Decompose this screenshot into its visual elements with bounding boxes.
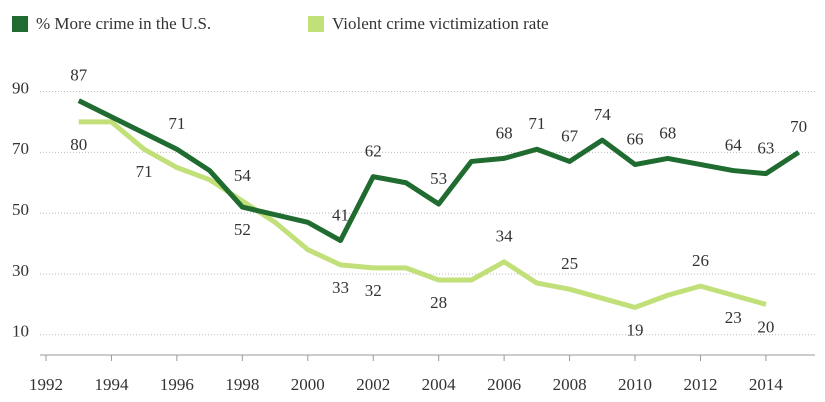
data-label: 66: [627, 129, 644, 148]
x-tick-label: 1992: [29, 375, 63, 394]
data-label: 68: [659, 123, 676, 142]
data-label: 54: [234, 166, 252, 185]
data-label: 67: [561, 126, 579, 145]
data-label: 71: [136, 162, 153, 181]
data-label: 87: [70, 66, 88, 85]
data-label: 71: [528, 114, 545, 133]
x-tick-label: 2006: [487, 375, 521, 394]
y-tick-label: 30: [12, 261, 29, 280]
legend-label: % More crime in the U.S.: [36, 14, 211, 33]
data-label: 23: [725, 308, 742, 327]
y-tick-label: 50: [12, 200, 29, 219]
data-label: 74: [594, 105, 612, 124]
data-label: 32: [365, 281, 382, 300]
data-label: 33: [332, 278, 349, 297]
y-tick-label: 90: [12, 78, 29, 97]
data-label: 28: [430, 293, 447, 312]
data-label: 71: [168, 114, 185, 133]
data-label: 26: [692, 251, 709, 270]
data-label: 80: [70, 135, 87, 154]
x-tick-label: 2008: [553, 375, 587, 394]
x-tick-label: 2012: [683, 375, 717, 394]
y-tick-label: 10: [12, 322, 29, 341]
data-label: 34: [496, 227, 514, 246]
x-tick-label: 1998: [225, 375, 259, 394]
x-tick-label: 2014: [749, 375, 784, 394]
series-line: [77, 98, 801, 244]
data-label: 25: [561, 254, 578, 273]
x-tick-label: 1994: [94, 375, 129, 394]
x-tick-label: 2010: [618, 375, 652, 394]
data-label: 41: [332, 205, 349, 224]
data-label: 63: [757, 139, 774, 158]
legend-swatch: [308, 16, 324, 32]
data-label: 68: [496, 123, 513, 142]
data-label: 20: [757, 317, 774, 336]
data-label: 62: [365, 142, 382, 161]
data-label: 52: [234, 220, 251, 239]
data-label: 70: [790, 117, 807, 136]
data-label: 19: [627, 320, 644, 339]
x-tick-label: 2002: [356, 375, 390, 394]
data-label: 64: [725, 135, 743, 154]
legend-swatch: [12, 16, 28, 32]
x-tick-label: 2004: [422, 375, 457, 394]
data-label: 53: [430, 169, 447, 188]
x-tick-label: 2000: [291, 375, 325, 394]
legend-label: Violent crime victimization rate: [332, 14, 549, 33]
x-tick-label: 1996: [160, 375, 194, 394]
y-tick-label: 70: [12, 139, 29, 158]
series-line: [78, 119, 767, 310]
